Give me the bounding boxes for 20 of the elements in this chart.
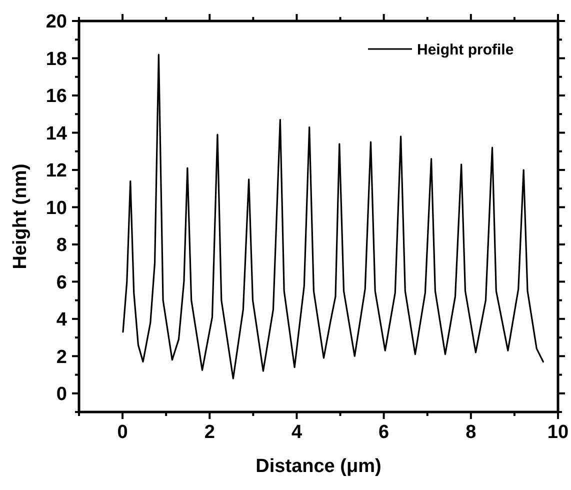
x-tick-label: 10 — [547, 422, 569, 443]
y-axis-title: Height (nm) — [10, 164, 31, 270]
y-tick-label: 18 — [46, 48, 67, 70]
legend-label: Height profile — [417, 41, 514, 58]
x-tick-label: 4 — [291, 422, 302, 443]
y-tick-label: 16 — [46, 86, 67, 108]
y-tick-label: 4 — [56, 310, 68, 331]
x-tick-label: 2 — [204, 422, 215, 443]
y-tick-label: 0 — [56, 384, 67, 406]
y-tick-label: 10 — [46, 198, 67, 219]
x-tick-label: 8 — [466, 422, 476, 443]
y-tick-label: 6 — [56, 272, 67, 294]
y-tick-label: 12 — [46, 160, 67, 182]
x-tick-label: 6 — [378, 422, 390, 443]
y-tick-label: 8 — [56, 235, 67, 256]
y-tick-label: 20 — [46, 12, 67, 33]
x-tick-label: 0 — [117, 422, 128, 443]
x-axis-title: Distance (μm) — [256, 456, 382, 477]
y-tick-label: 2 — [56, 346, 67, 368]
y-tick-label: 14 — [46, 123, 68, 144]
